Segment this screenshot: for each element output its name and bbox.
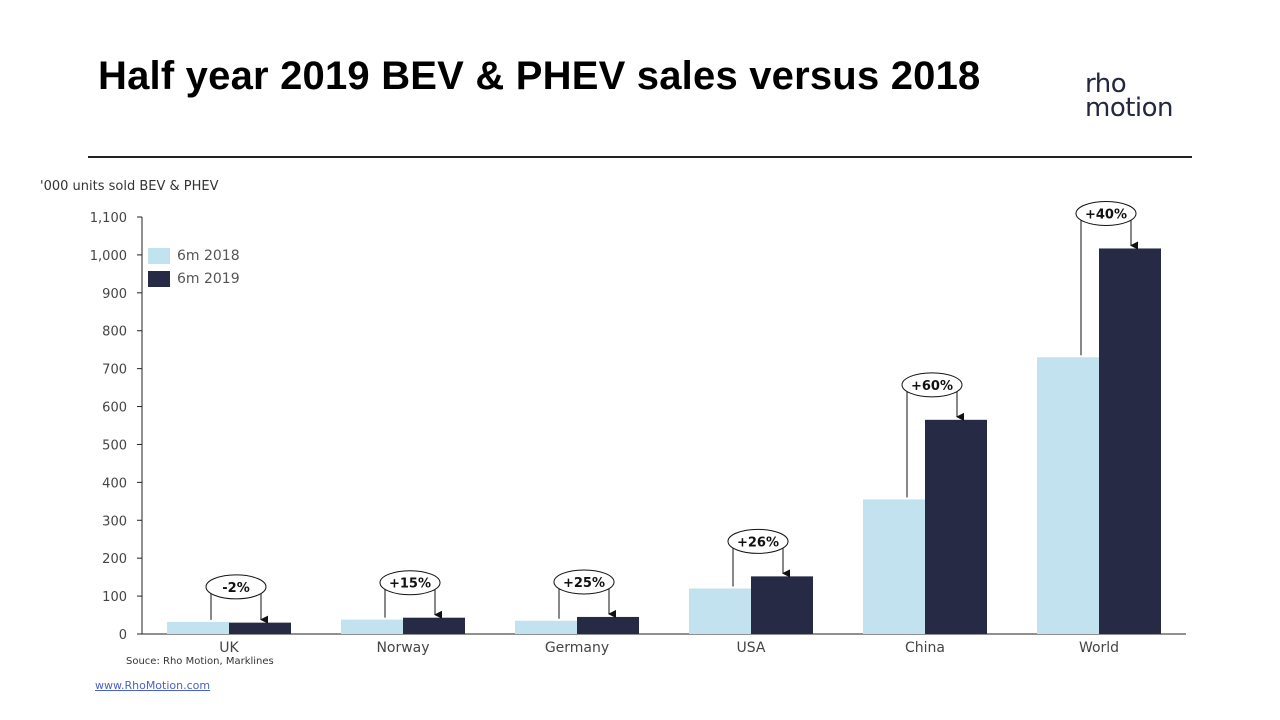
bar-2019 xyxy=(751,576,813,634)
bar-2018 xyxy=(341,619,403,634)
y-tick-label: 1,000 xyxy=(90,249,127,264)
legend-label-2018: 6m 2018 xyxy=(177,248,240,264)
chart-title: Half year 2019 BEV & PHEV sales versus 2… xyxy=(98,54,981,98)
logo-line-2: motion xyxy=(1085,93,1174,123)
y-tick-label: 600 xyxy=(102,401,127,416)
bar-2019 xyxy=(577,616,639,634)
y-tick-label: 1,100 xyxy=(90,211,127,226)
x-tick-label: UK xyxy=(219,640,239,656)
bar-2019 xyxy=(229,622,291,634)
y-tick-label: 200 xyxy=(102,552,127,567)
annotation-label: +26% xyxy=(737,535,779,550)
annotation-bubble xyxy=(727,528,789,554)
bar-2019 xyxy=(925,419,987,634)
legend-item-2018: 6m 2018 xyxy=(148,245,240,267)
annotation-label: +15% xyxy=(389,577,431,592)
title-divider xyxy=(88,156,1192,158)
bar-2018 xyxy=(689,588,751,634)
rho-motion-logo: rho motion xyxy=(1085,69,1195,123)
bar-2019 xyxy=(403,617,465,634)
x-tick-label: China xyxy=(905,640,945,656)
annotation-label: +40% xyxy=(1085,207,1127,222)
annotation-bubble xyxy=(205,574,267,600)
bar-2018 xyxy=(515,620,577,634)
bar-2018 xyxy=(1037,357,1099,634)
annotation-label: -2% xyxy=(222,581,249,596)
y-tick-label: 500 xyxy=(102,438,127,453)
annotation-bubble xyxy=(379,570,441,596)
y-tick-label: 300 xyxy=(102,514,127,529)
chart-legend: 6m 2018 6m 2019 xyxy=(148,245,240,291)
website-link[interactable]: www.RhoMotion.com xyxy=(95,679,211,692)
annotation-bubble xyxy=(901,372,963,398)
y-tick-label: 0 xyxy=(119,628,127,643)
legend-swatch-2018 xyxy=(148,248,170,264)
x-tick-label: Germany xyxy=(545,640,609,656)
x-tick-label: Norway xyxy=(376,640,429,656)
annotation-label: +60% xyxy=(911,379,953,394)
annotation-bubble xyxy=(553,569,615,595)
annotation-bubble xyxy=(1075,200,1137,226)
legend-label-2019: 6m 2019 xyxy=(177,271,240,287)
y-tick-label: 100 xyxy=(102,590,127,605)
bar-2018 xyxy=(863,499,925,634)
y-tick-label: 800 xyxy=(102,325,127,340)
source-note: Souce: Rho Motion, Marklines xyxy=(126,656,274,667)
bar-2018 xyxy=(167,621,229,634)
y-tick-label: 700 xyxy=(102,363,127,378)
x-tick-label: USA xyxy=(737,640,766,656)
y-tick-label: 900 xyxy=(102,287,127,302)
y-axis-label: '000 units sold BEV & PHEV xyxy=(40,179,219,194)
legend-swatch-2019 xyxy=(148,271,170,287)
legend-item-2019: 6m 2019 xyxy=(148,268,240,290)
bar-2019 xyxy=(1099,248,1161,634)
annotation-label: +25% xyxy=(563,576,605,591)
y-tick-label: 400 xyxy=(102,476,127,491)
x-tick-label: World xyxy=(1079,640,1119,656)
logo-line-1: rho xyxy=(1085,69,1127,99)
